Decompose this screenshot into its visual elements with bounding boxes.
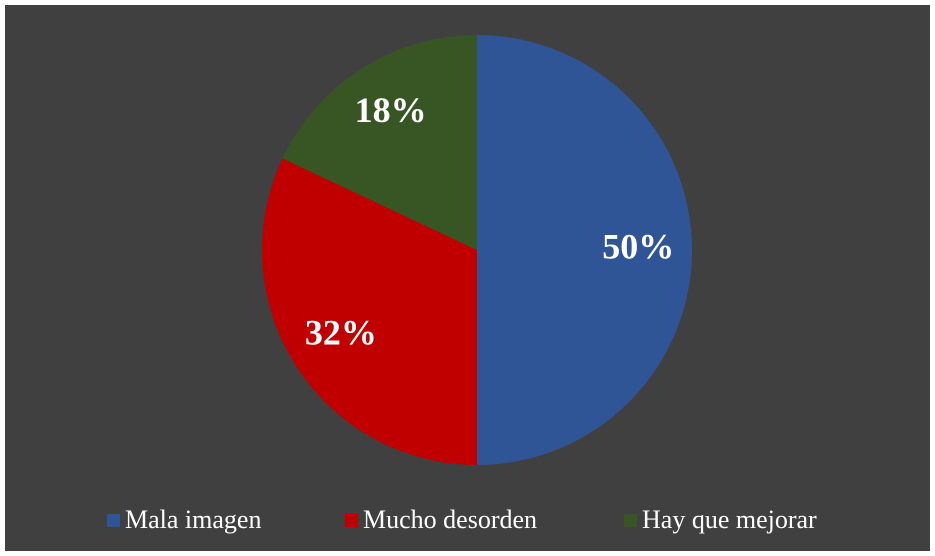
pie-slice [477,35,692,465]
pie-slice [262,158,477,465]
legend-label: Mucho desorden [363,505,537,534]
legend-label: Mala imagen [125,505,261,534]
pie-slice [282,35,477,250]
legend-swatch [624,514,637,527]
data-label: 50% [602,226,674,266]
data-label: 32% [305,313,377,353]
legend-label: Hay que mejorar [642,505,817,534]
legend-swatch [107,514,120,527]
legend-swatch [345,514,358,527]
data-label: 18% [355,90,427,130]
